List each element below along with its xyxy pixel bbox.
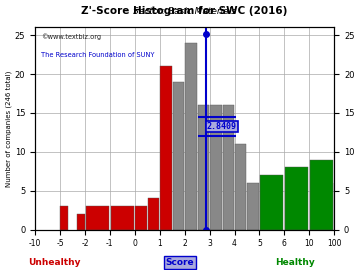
Bar (285, 167, 308, 230)
Bar (185, 43, 197, 230)
Title: Z'-Score Histogram for SWC (2016): Z'-Score Histogram for SWC (2016) (81, 6, 288, 16)
Bar (173, 82, 184, 229)
Bar (247, 183, 259, 230)
Text: Unhealthy: Unhealthy (28, 258, 80, 267)
Bar (160, 66, 172, 230)
Text: The Research Foundation of SUNY: The Research Foundation of SUNY (41, 52, 154, 58)
Bar (260, 175, 283, 230)
Bar (148, 198, 159, 230)
Bar (198, 105, 209, 230)
Bar (135, 206, 147, 230)
Bar (60, 206, 68, 230)
Bar (210, 105, 221, 230)
Bar (235, 144, 247, 230)
Text: 2.8409: 2.8409 (207, 122, 237, 131)
Bar (77, 214, 85, 230)
Y-axis label: Number of companies (246 total): Number of companies (246 total) (5, 70, 12, 187)
Bar (310, 160, 333, 230)
Bar (111, 206, 134, 230)
Text: ©www.textbiz.org: ©www.textbiz.org (41, 33, 101, 40)
Text: Sector: Basic Materials: Sector: Basic Materials (133, 7, 236, 16)
Text: Healthy: Healthy (275, 258, 315, 267)
Bar (86, 206, 109, 230)
Bar (222, 105, 234, 230)
Text: Score: Score (166, 258, 194, 267)
